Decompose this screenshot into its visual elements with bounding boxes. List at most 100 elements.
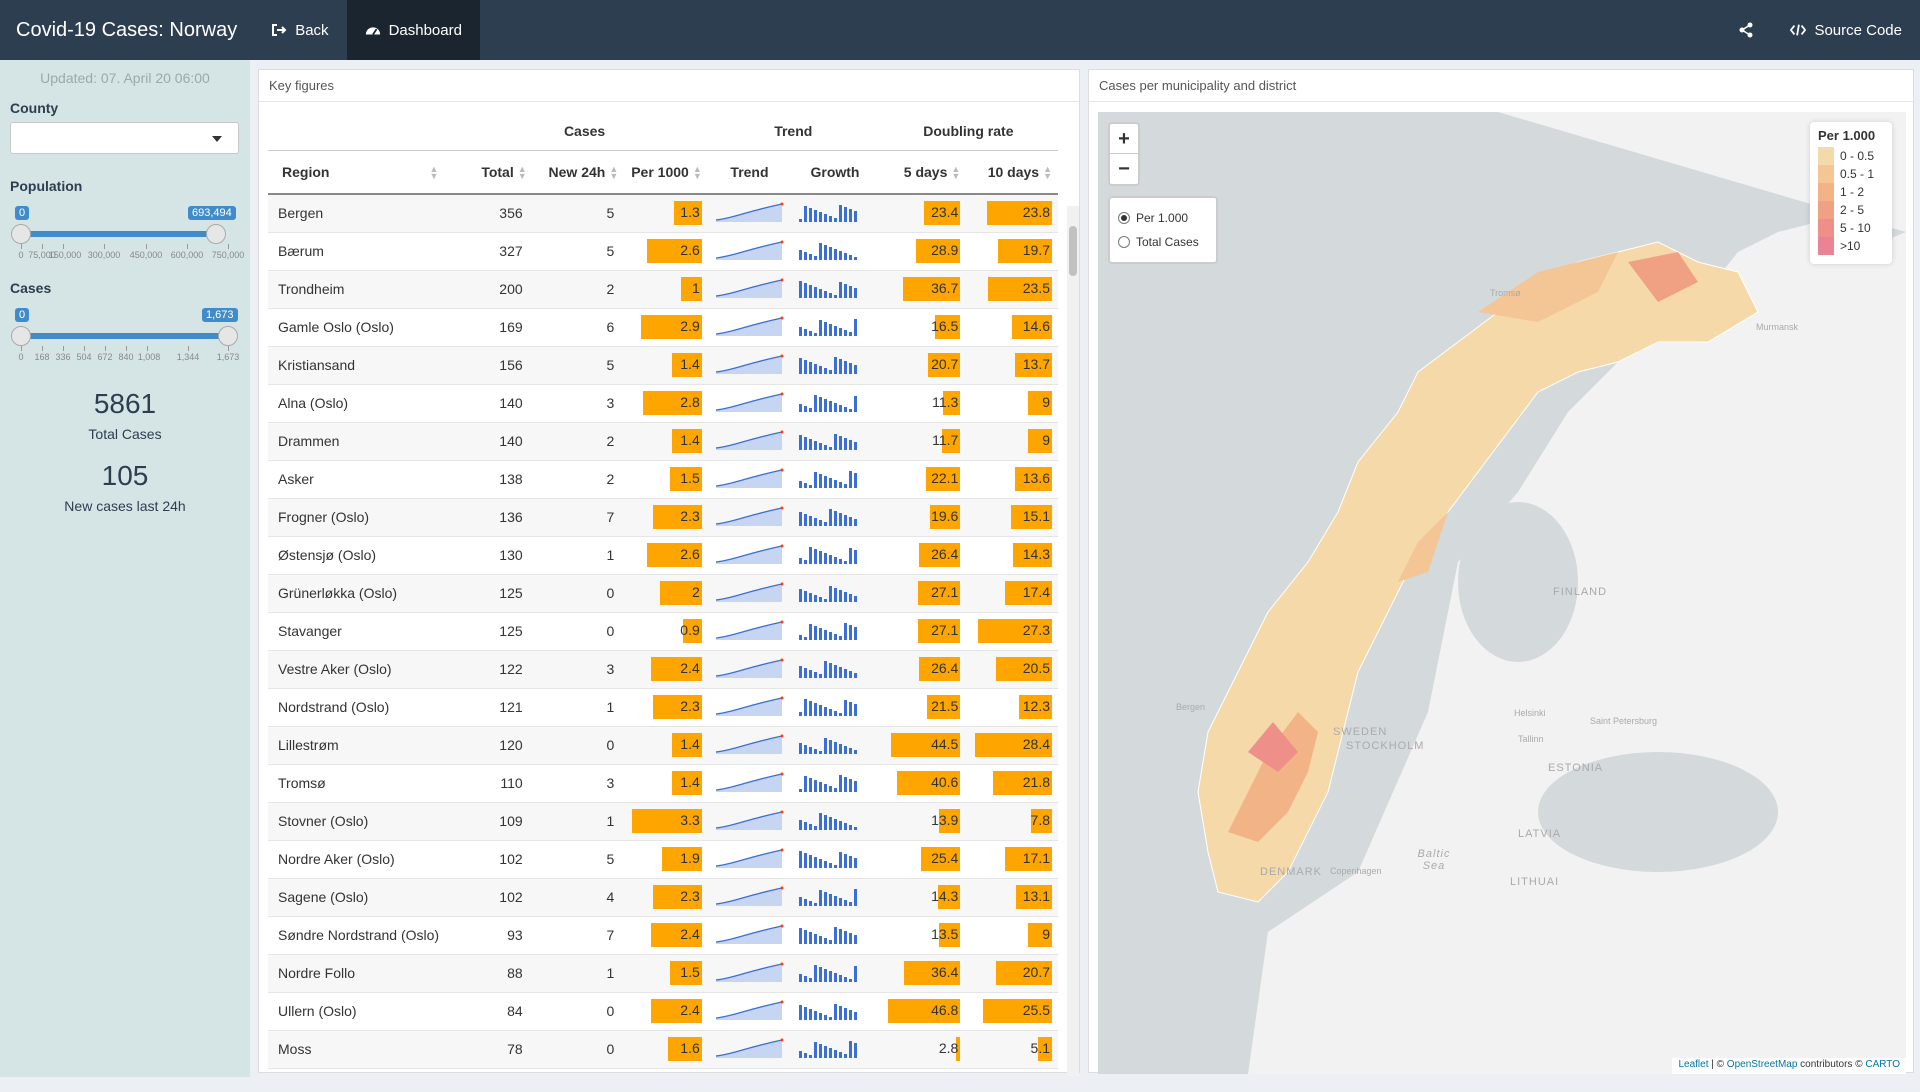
cell-growth	[791, 954, 879, 993]
bar-fill	[918, 581, 961, 605]
bar-fill	[938, 809, 961, 833]
population-slider[interactable]: 0 693,494 0 75,000 150,000 300,000 450,0…	[10, 200, 244, 268]
cell-growth	[791, 612, 879, 651]
column-header-5days[interactable]: 5 days ▲ ▼	[878, 150, 967, 195]
radio-unchecked-icon[interactable]	[1118, 236, 1130, 248]
cell-growth	[791, 422, 879, 461]
map-label-finland: FINLAND	[1553, 586, 1608, 598]
carto-link[interactable]: CARTO	[1865, 1059, 1900, 1070]
osm-link[interactable]: OpenStreetMap	[1726, 1059, 1798, 1070]
table-row[interactable]: Grünerløkka (Oslo) 125 0 2 27.1 17.4	[268, 574, 1058, 613]
cell-new24h: 7	[532, 916, 625, 955]
map-label-bergen: Bergen	[1176, 702, 1206, 712]
cell-trend	[707, 574, 792, 613]
table-scroll-thumb[interactable]	[1069, 226, 1077, 276]
bar-value: 46.8	[931, 1002, 959, 1018]
table-row[interactable]: Bærum 327 5 2.6 28.9 19.7	[268, 232, 1058, 271]
column-header-10days[interactable]: 10 days ▲ ▼	[966, 150, 1058, 195]
tick-label: 168	[34, 352, 50, 362]
table-row[interactable]: Lillestrøm 120 0 1.4 44.5 28.4	[268, 726, 1058, 765]
bar-value: 22.1	[931, 470, 959, 486]
cell-10days: 20.7	[966, 954, 1058, 993]
table-row[interactable]: Sagene (Oslo) 102 4 2.3 14.3 13.1	[268, 878, 1058, 917]
cell-new24h: 0	[532, 992, 625, 1031]
cell-per1000: 1.5	[624, 460, 708, 499]
bar-value: 20.7	[931, 356, 959, 372]
zoom-in-button[interactable]: +	[1110, 124, 1138, 154]
table-scrollbar[interactable]	[1067, 206, 1079, 1076]
table-row[interactable]: Østensjø (Oslo) 130 1 2.6 26.4 14.3	[268, 536, 1058, 575]
cell-10days: 17.1	[966, 840, 1058, 879]
cell-growth	[791, 346, 879, 385]
table-row[interactable]: Vestre Aker (Oslo) 122 3 2.4 26.4 20.5	[268, 650, 1058, 689]
table-row[interactable]: Stavanger 125 0 0.9 27.1 27.3	[268, 612, 1058, 651]
dashboard-tab[interactable]: Dashboard	[346, 0, 480, 60]
table-row[interactable]: Gamle Oslo (Oslo) 169 6 2.9 16.5 14.6	[268, 308, 1058, 347]
cases-slider[interactable]: 0 1,673 0 168 336 504 672 840 1,008 1,34…	[10, 302, 239, 370]
table-row[interactable]: Bergen 356 5 1.3 23.4 23.8	[268, 194, 1058, 233]
map-label-baltic-sea: Baltic Sea	[1417, 848, 1451, 872]
table-row[interactable]: Ullern (Oslo) 84 0 2.4 46.8 25.5	[268, 992, 1058, 1031]
cell-5days: 11.3	[878, 384, 967, 423]
cell-trend	[707, 346, 792, 385]
column-header-total[interactable]: Total ▲ ▼	[461, 150, 533, 195]
table-row[interactable]: Nordstrand (Oslo) 121 1 2.3 21.5 12.3	[268, 688, 1058, 727]
county-select[interactable]	[10, 122, 239, 154]
table-row[interactable]: Moss 78 0 1.6 2.8 5.1	[268, 1030, 1058, 1069]
table-row[interactable]: Kristiansand 156 5 1.4 20.7 13.7	[268, 346, 1058, 385]
cell-5days: 27.1	[878, 612, 967, 651]
new-cases-label: New cases last 24h	[64, 498, 186, 514]
table-row[interactable]: Trondheim 200 2 1 36.7 23.5	[268, 270, 1058, 309]
bar-value: 2.4	[680, 926, 700, 942]
cell-per1000: 1.4	[624, 764, 708, 803]
table-row[interactable]: Alna (Oslo) 140 3 2.8 11.3 9	[268, 384, 1058, 423]
radio-checked-icon[interactable]	[1118, 212, 1130, 224]
map-label-murmansk: Murmansk	[1756, 322, 1799, 332]
source-code-button[interactable]: Source Code	[1772, 0, 1920, 60]
population-max-handle[interactable]	[206, 224, 226, 244]
table-row[interactable]: Asker 138 2 1.5 22.1 13.6	[268, 460, 1058, 499]
cell-5days: 44.5	[878, 726, 967, 765]
cases-min-value: 0	[15, 308, 30, 322]
bar-fill	[1030, 809, 1052, 833]
growth-bars	[799, 1040, 858, 1058]
column-header-region[interactable]: Region ▲ ▼	[268, 150, 462, 195]
table-row[interactable]: Frogner (Oslo) 136 7 2.3 19.6 15.1	[268, 498, 1058, 537]
bar-value: 20.5	[1022, 660, 1050, 676]
table-row[interactable]: Stovner (Oslo) 109 1 3.3 13.9 7.8	[268, 802, 1058, 841]
key-figures-tbody: Bergen 356 5 1.3 23.4 23.8 Bærum 327 5 2.6 28.9 19.…	[268, 194, 1058, 1069]
cases-max-handle[interactable]	[218, 326, 238, 346]
cell-trend	[707, 232, 792, 271]
column-header-new24h[interactable]: New 24h ▲ ▼	[532, 150, 625, 195]
column-header-trend: Trend	[707, 150, 792, 195]
bar-fill	[672, 771, 702, 795]
map-label-st-petersburg: Saint Petersburg	[1590, 716, 1658, 726]
cases-min-handle[interactable]	[11, 326, 31, 346]
share-button[interactable]	[1720, 0, 1772, 60]
cell-trend	[707, 270, 792, 309]
map-title: Cases per municipality and district	[1089, 70, 1913, 102]
leaflet-link[interactable]: Leaflet	[1678, 1059, 1709, 1070]
cell-trend	[707, 308, 792, 347]
radio-per1000-label: Per 1.000	[1136, 211, 1189, 225]
table-row[interactable]: Søndre Nordstrand (Oslo) 93 7 2.4 13.5 9	[268, 916, 1058, 955]
bar-value: 36.7	[931, 280, 959, 296]
radio-per1000[interactable]: Per 1.000	[1118, 206, 1208, 230]
trend-sparkline	[715, 810, 784, 830]
bar-value: 17.4	[1022, 584, 1050, 600]
column-header-per1000[interactable]: Per 1000 ▲ ▼	[624, 150, 708, 195]
table-row[interactable]: Drammen 140 2 1.4 11.7 9	[268, 422, 1058, 461]
slider-ticks	[21, 346, 229, 352]
group-header-row: Cases Trend Doubling rate	[268, 112, 1058, 151]
table-row[interactable]: Nordre Aker (Oslo) 102 5 1.9 25.4 17.1	[268, 840, 1058, 879]
radio-total-cases[interactable]: Total Cases	[1118, 230, 1208, 254]
bar-fill	[672, 429, 702, 453]
table-row[interactable]: Nordre Follo 88 1 1.5 36.4 20.7	[268, 954, 1058, 993]
population-min-handle[interactable]	[11, 224, 31, 244]
back-button[interactable]: Back	[253, 0, 346, 60]
choropleth-map[interactable]: FINLAND SWEDEN STOCKHOLM ESTONIA LATVIA …	[1098, 112, 1906, 1074]
total-cases-label: Total Cases	[88, 426, 162, 442]
table-row[interactable]: Tromsø 110 3 1.4 40.6 21.8	[268, 764, 1058, 803]
sort-icon: ▲ ▼	[517, 163, 527, 181]
zoom-out-button[interactable]: −	[1118, 158, 1130, 180]
